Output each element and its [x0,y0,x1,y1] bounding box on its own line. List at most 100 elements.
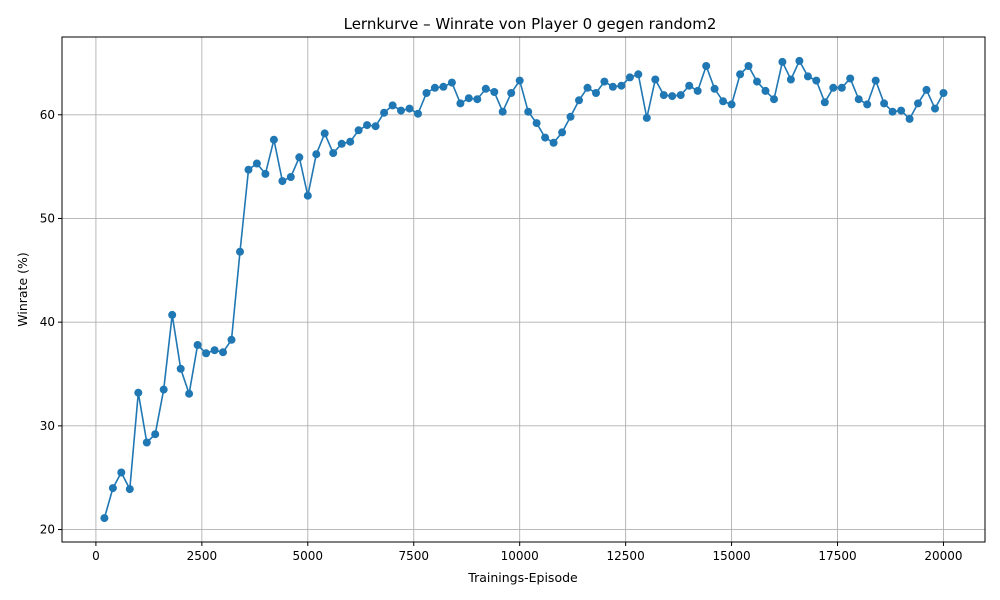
data-point [651,75,660,84]
data-point [430,83,439,92]
data-point [219,348,227,357]
x-tick-label: 20000 [924,549,962,563]
data-point [803,72,812,81]
data-point [464,94,473,103]
data-point [625,73,634,82]
series-line [103,59,945,519]
data-point [608,82,617,91]
data-point [134,388,143,397]
y-tick-label: 30 [40,419,55,433]
data-point [159,385,168,394]
data-point [117,468,126,477]
data-point [600,77,609,86]
data-point [337,139,346,148]
y-tick-label: 20 [40,523,55,537]
data-point [498,107,507,116]
ticks-layer: 0 2500 5000 7500 10000 12500 15000 17500 20000 20… [40,108,963,563]
plot-frame [61,36,986,543]
data-point [202,349,211,358]
data-point [575,96,583,105]
data-point [142,438,151,447]
data-point [456,99,465,108]
data-point [778,57,787,66]
data-point [583,83,592,92]
x-tick-label: 12500 [607,549,645,563]
data-point [770,95,778,104]
data-point [786,75,795,84]
data-point [100,514,109,523]
data-point [481,84,490,93]
data-point [939,89,948,97]
data-point [617,81,626,90]
data-point [490,88,499,96]
data-point [693,86,702,95]
data-point [871,76,880,85]
data-point [422,89,431,97]
data-point [761,86,770,95]
data-point [193,341,202,349]
data-point [524,107,533,116]
data-point [897,106,906,115]
y-tick-label: 60 [40,108,55,122]
y-tick-label: 50 [40,211,55,225]
x-tick-label: 5000 [293,549,324,563]
data-point [820,98,829,107]
data-point [397,106,405,115]
data-point [854,95,863,104]
data-point [829,83,838,92]
data-point [354,126,363,135]
data-point [795,56,804,65]
data-point [380,108,389,117]
data-point [659,91,668,100]
y-axis-label: Winrate (%) [15,252,30,326]
data-point [880,99,889,108]
data-point [702,62,711,70]
data-point [320,129,329,138]
data-point [405,104,414,113]
data-point [634,70,643,79]
data-point [507,89,516,97]
data-point [549,138,558,147]
data-point [303,191,312,200]
x-axis-label: Trainings-Episode [467,570,578,585]
data-point [108,484,117,493]
data-point [363,121,372,130]
data-point [719,97,728,106]
data-point [252,159,261,168]
data-point [837,83,846,92]
data-point [863,100,872,109]
data-point [685,81,694,90]
data-point [736,70,745,79]
data-point [176,364,185,373]
data-point [914,99,922,108]
data-point [515,76,524,85]
data-point [846,74,855,83]
data-point [312,150,321,159]
y-tick-label: 40 [40,315,55,329]
data-point [210,346,219,355]
data-point [753,77,761,86]
data-point [295,153,304,162]
x-tick-label: 0 [92,549,100,563]
data-point [439,82,448,91]
data-point [888,107,897,116]
data-point [236,247,244,256]
data-point [922,85,931,94]
chart-title: Lernkurve – Winrate von Player 0 gegen r… [344,15,717,33]
data-point [566,112,575,121]
data-point [125,485,134,494]
data-point [371,122,380,131]
x-tick-label: 17500 [818,549,856,563]
data-point [642,113,651,122]
x-tick-label: 2500 [187,549,218,563]
data-point [244,165,253,174]
data-point [286,173,295,181]
data-point [473,95,482,104]
data-point [388,101,397,110]
data-point [931,104,939,113]
data-point [447,78,456,87]
data-point [532,119,541,128]
data-point [414,109,422,118]
